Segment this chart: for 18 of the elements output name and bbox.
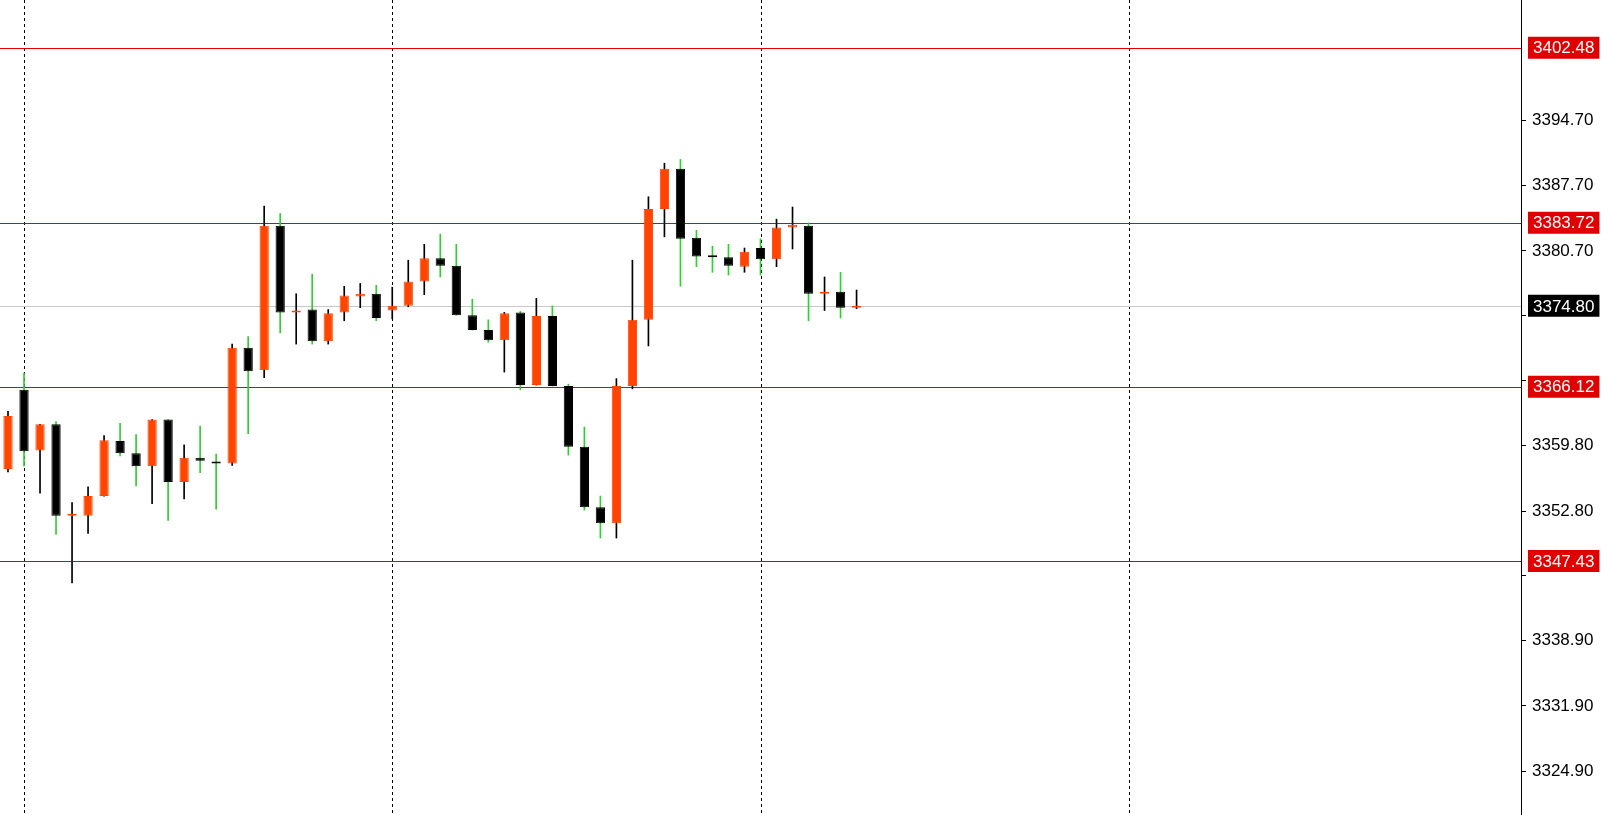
y-tick-label: 3338.90	[1532, 630, 1594, 650]
y-tick-label: 3387.70	[1532, 175, 1594, 195]
candlestick	[196, 425, 204, 474]
ref-line-label: 3347.43	[1533, 551, 1595, 571]
candlestick	[355, 283, 365, 309]
ref-line-label: 3383.72	[1533, 213, 1595, 233]
y-tick-label: 3324.90	[1532, 760, 1594, 780]
ref-line-label: 3374.80	[1533, 296, 1595, 316]
y-tick-label: 3394.70	[1532, 109, 1594, 129]
candlestick	[435, 233, 445, 278]
y-tick-label: 3331.90	[1532, 695, 1594, 715]
candlestick	[131, 434, 141, 487]
ref-line-label: 3402.48	[1533, 38, 1595, 58]
y-tick-label: 3352.80	[1532, 500, 1594, 520]
candlestick	[243, 336, 253, 434]
ref-line-label: 3366.12	[1533, 377, 1595, 397]
y-tick-label: 3359.80	[1532, 435, 1594, 455]
y-tick-label: 3380.70	[1532, 240, 1594, 260]
